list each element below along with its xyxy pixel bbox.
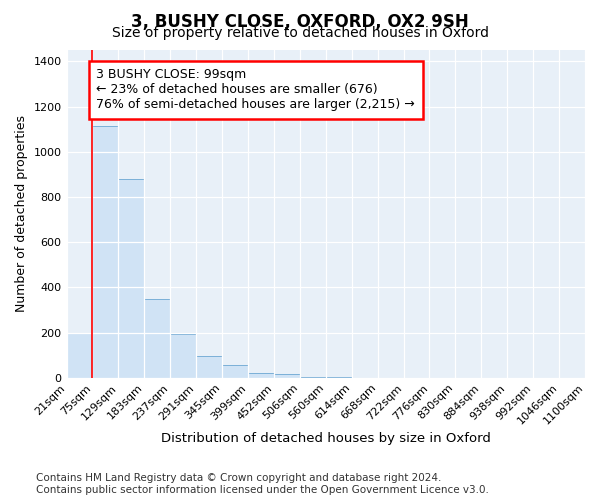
Bar: [274, 374, 300, 378]
Y-axis label: Number of detached properties: Number of detached properties: [15, 116, 28, 312]
Bar: [300, 376, 326, 378]
Text: Contains HM Land Registry data © Crown copyright and database right 2024.
Contai: Contains HM Land Registry data © Crown c…: [36, 474, 489, 495]
Text: 3, BUSHY CLOSE, OXFORD, OX2 9SH: 3, BUSHY CLOSE, OXFORD, OX2 9SH: [131, 12, 469, 30]
Bar: [92, 126, 118, 378]
X-axis label: Distribution of detached houses by size in Oxford: Distribution of detached houses by size …: [161, 432, 491, 445]
Text: 3 BUSHY CLOSE: 99sqm
← 23% of detached houses are smaller (676)
76% of semi-deta: 3 BUSHY CLOSE: 99sqm ← 23% of detached h…: [97, 68, 415, 111]
Bar: [145, 298, 170, 378]
Bar: [67, 332, 92, 378]
Bar: [248, 374, 274, 378]
Bar: [170, 334, 196, 378]
Bar: [118, 179, 145, 378]
Bar: [222, 366, 248, 378]
Bar: [196, 356, 222, 378]
Text: Size of property relative to detached houses in Oxford: Size of property relative to detached ho…: [112, 26, 488, 40]
Bar: [326, 376, 352, 378]
